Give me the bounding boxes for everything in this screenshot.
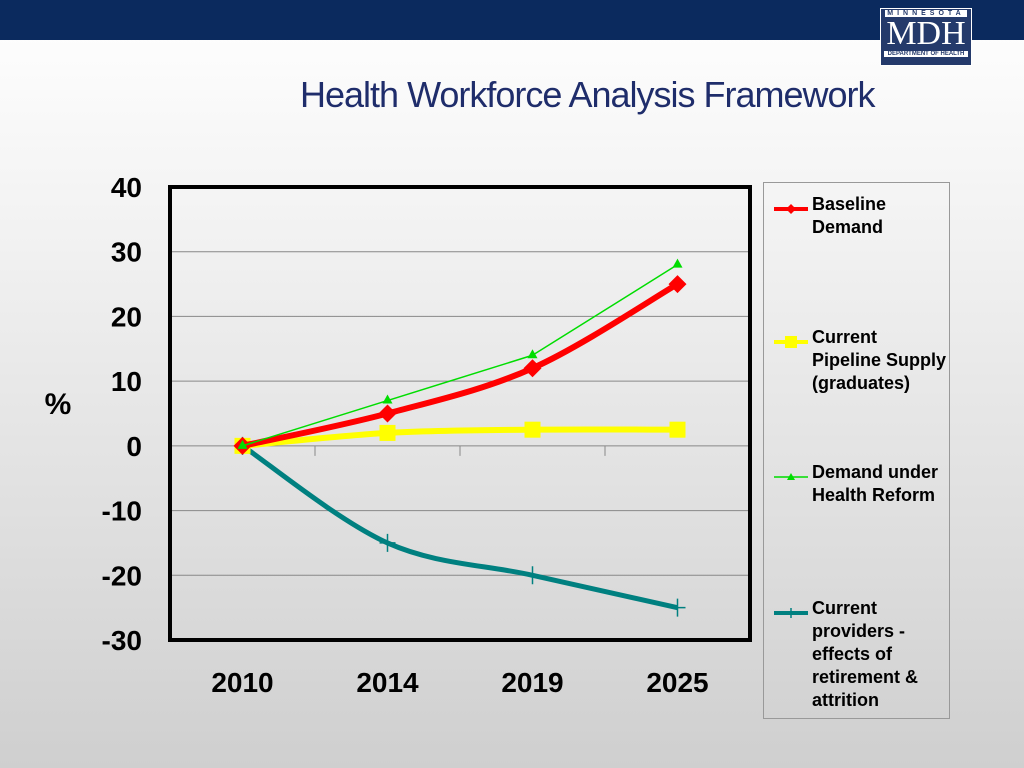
legend-item: Baseline Demand: [774, 193, 947, 239]
logo-top-text: MINNESOTA: [885, 10, 967, 17]
top-banner: [0, 0, 1024, 40]
series-line: [242, 264, 678, 447]
plot-frame: [168, 185, 752, 642]
x-tick-label: 2010: [211, 667, 273, 698]
data-point-plus: [669, 598, 686, 617]
data-point-diamond: [378, 404, 397, 423]
y-tick-label: -20: [102, 560, 142, 591]
data-point-diamond: [523, 359, 542, 378]
legend-label: Current providers - effects of retiremen…: [812, 598, 919, 710]
legend-triangle-icon: [774, 473, 808, 480]
logo-bottom-text: DEPARTMENT OF HEALTH: [884, 51, 968, 57]
data-point-triangle: [237, 439, 248, 449]
legend-diamond-icon: [774, 204, 808, 214]
y-tick-label: 20: [111, 301, 142, 332]
legend-label: Demand under Health Reform: [812, 462, 939, 505]
legend-label: Baseline Demand: [812, 194, 887, 237]
data-point-triangle: [527, 349, 538, 359]
logo-main-text: MDH: [886, 15, 966, 52]
data-point-diamond: [668, 275, 687, 294]
legend-label: Current Pipeline Supply (graduates): [812, 327, 947, 393]
y-axis-label: %: [45, 388, 72, 421]
mdh-logo: MINNESOTA MDH DEPARTMENT OF HEALTH: [880, 8, 972, 66]
legend-item: Demand under Health Reform: [774, 461, 947, 507]
data-point-triangle: [672, 258, 683, 268]
series-line: [242, 426, 678, 449]
legend-square-icon: [774, 336, 808, 348]
data-point-square: [379, 424, 396, 441]
legend-item: Current providers - effects of retiremen…: [774, 597, 947, 712]
data-point-square: [669, 421, 686, 438]
y-tick-label: 10: [111, 366, 142, 397]
x-tick-label: 2019: [501, 667, 563, 698]
y-tick-label: 0: [126, 431, 142, 462]
x-tick-label: 2014: [356, 667, 419, 698]
data-point-triangle: [382, 394, 393, 404]
y-tick-label: -10: [102, 496, 142, 527]
series-line: [241, 281, 680, 449]
legend-plus-icon: [774, 608, 808, 618]
chart-legend: Baseline Demand Current Pipeline Supply (…: [763, 182, 950, 719]
data-point-plus: [524, 566, 541, 585]
series-line: [241, 443, 679, 611]
data-point-plus: [379, 533, 396, 552]
data-point-square: [524, 421, 541, 438]
x-tick-label: 2025: [646, 667, 708, 698]
slide-title: Health Workforce Analysis Framework: [300, 74, 876, 115]
y-tick-label: -30: [102, 625, 142, 656]
y-tick-label: 30: [111, 237, 142, 268]
legend-item: Current Pipeline Supply (graduates): [774, 326, 947, 395]
y-tick-label: 40: [111, 172, 142, 203]
